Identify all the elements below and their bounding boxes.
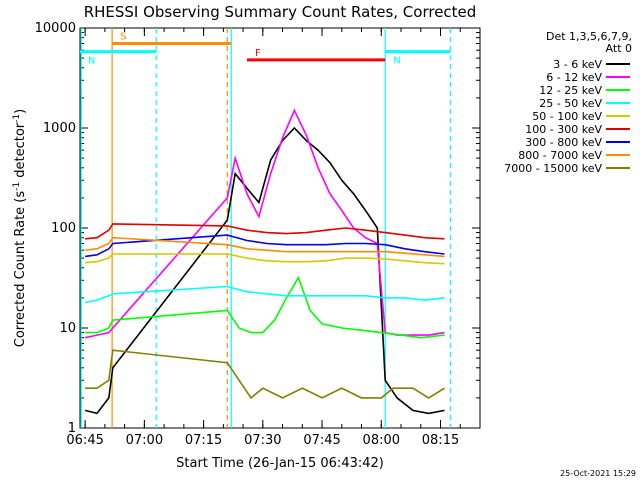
legend-label: 100 - 300 keV [525,123,602,136]
series-line [84,126,445,415]
x-axis-label: Start Time (26-Jan-15 06:43:42) [176,456,384,471]
legend-label: 12 - 25 keV [539,84,602,97]
legend-label: 7000 - 15000 keV [504,162,602,175]
legend-label: 50 - 100 keV [532,110,602,123]
x-tick-label: 07:30 [244,433,281,448]
y-axis-label-sup1: -1 [12,182,22,191]
legend-label: 300 - 800 keV [525,136,602,149]
series-line [85,223,445,240]
series-line [85,349,445,400]
interval-label: N [88,56,95,67]
y-axis-label-sup2: -1 [12,114,22,123]
y-axis-label-main: Corrected Count Rate (s [13,191,28,348]
series-line [85,275,445,339]
y-tick-label: 10000 [35,21,76,36]
x-tick-label: 07:15 [185,433,222,448]
plot-frame [79,27,481,429]
y-axis-label: Corrected Count Rate (s-1 detector-1) [12,109,28,347]
y-tick-label: 100 [51,221,76,236]
plot-area: 1 10 100 1000 10000 06:45 07:00 07:15 07:30 07:45… [35,21,481,448]
chart-title: RHESSI Observing Summary Count Rates, Co… [84,3,477,21]
series-line [85,253,445,265]
x-tick-label: 07:00 [126,433,163,448]
x-tick-label: 07:45 [303,433,340,448]
legend-label: 25 - 50 keV [539,97,602,110]
series-line [84,234,445,258]
x-tick-label: 06:45 [66,433,103,448]
timestamp: 25-Oct-2021 15:29 [560,469,636,478]
legend-header-line1: Det 1,3,5,6,7,9, [546,30,632,43]
interval-label: N [393,56,400,67]
legend-label: 800 - 7000 keV [518,149,602,162]
y-axis-label-end: ) [13,109,28,114]
legend-label: 6 - 12 keV [546,71,602,84]
y-tick-label: 10 [59,321,76,336]
legend-label: 3 - 6 keV [553,58,602,71]
x-tick-label: 08:00 [363,433,400,448]
interval-label: F [255,48,261,59]
legend-header-line2: Att 0 [606,42,632,55]
interval-label: S [120,31,126,42]
series-line [84,285,445,304]
y-axis-label-mid: detector [13,122,28,182]
series-line [85,236,445,258]
x-tick-label: 08:15 [422,433,459,448]
y-tick-label: 1000 [43,121,76,136]
y-tick-label: 1 [68,421,76,436]
